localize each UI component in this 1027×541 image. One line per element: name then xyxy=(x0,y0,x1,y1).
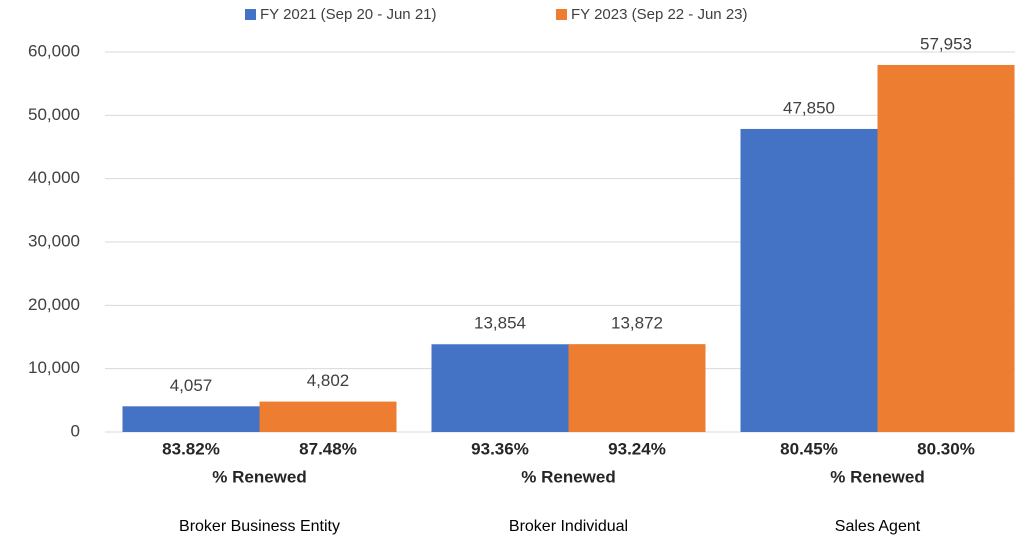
y-tick-label: 40,000 xyxy=(28,168,80,187)
renewed-label: 80.30% xyxy=(917,439,975,458)
x-tick-label: Broker Individual xyxy=(509,518,628,535)
renewed-label: 93.24% xyxy=(608,439,666,458)
y-tick-label: 60,000 xyxy=(28,41,80,60)
renewed-title: % Renewed xyxy=(830,467,924,486)
bar xyxy=(740,128,878,432)
data-label: 47,850 xyxy=(783,98,835,117)
data-label: 4,057 xyxy=(170,376,213,395)
legend-label: FY 2023 (Sep 22 - Jun 23) xyxy=(571,6,748,23)
renewed-label: 87.48% xyxy=(299,439,357,458)
data-label: 57,953 xyxy=(920,34,972,53)
bar xyxy=(259,401,397,432)
renewed-label: 93.36% xyxy=(471,439,529,458)
x-tick-label: Sales Agent xyxy=(835,518,921,535)
renewed-title: % Renewed xyxy=(212,467,306,486)
data-label: 13,854 xyxy=(474,314,526,333)
data-label: 4,802 xyxy=(307,371,350,390)
bar xyxy=(431,344,569,432)
y-tick-label: 20,000 xyxy=(28,295,80,314)
renewed-label: 80.45% xyxy=(780,439,838,458)
renewed-title: % Renewed xyxy=(521,467,615,486)
y-tick-label: 10,000 xyxy=(28,358,80,377)
renewed-label: 83.82% xyxy=(162,439,220,458)
bar xyxy=(568,344,706,432)
y-tick-label: 0 xyxy=(71,421,80,440)
legend-swatch xyxy=(245,9,256,20)
y-tick-label: 30,000 xyxy=(28,231,80,250)
data-label: 13,872 xyxy=(611,314,663,333)
legend-label: FY 2021 (Sep 20 - Jun 21) xyxy=(260,6,437,23)
bar xyxy=(122,406,260,432)
bar xyxy=(877,64,1015,433)
x-tick-label: Broker Business Entity xyxy=(179,518,340,535)
y-tick-label: 50,000 xyxy=(28,105,80,124)
legend-swatch xyxy=(556,9,567,20)
